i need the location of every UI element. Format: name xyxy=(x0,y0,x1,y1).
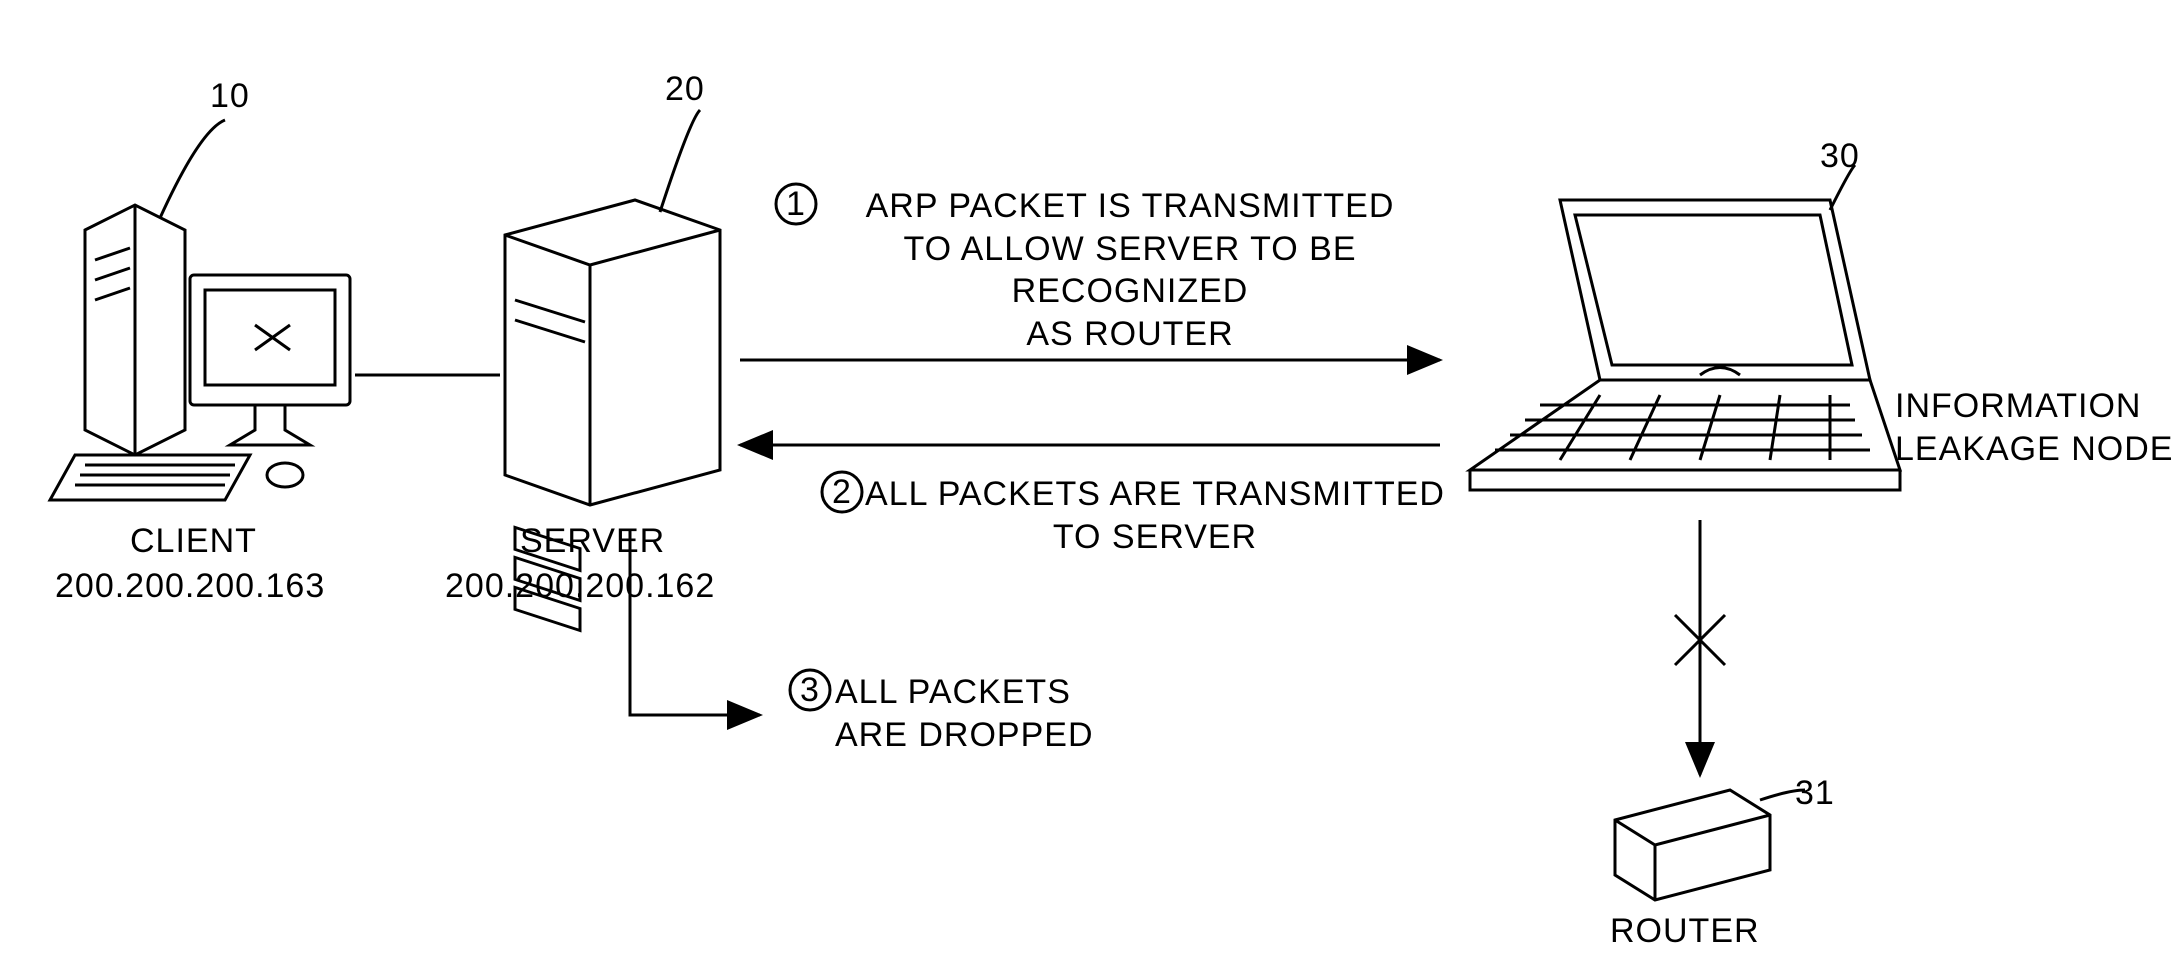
server-id-label: 20 xyxy=(665,68,705,111)
step3-text: ALL PACKETS ARE DROPPED xyxy=(835,671,1094,756)
router-device xyxy=(1615,790,1770,900)
step3-marker: 3 xyxy=(800,669,820,712)
leak-name: INFORMATION LEAKAGE NODE xyxy=(1895,385,2173,470)
step2-marker: 2 xyxy=(832,471,852,514)
client-ip: 200.200.200.163 xyxy=(55,565,325,608)
client-device xyxy=(50,205,350,500)
step1-text: ARP PACKET IS TRANSMITTED TO ALLOW SERVE… xyxy=(820,185,1440,355)
client-id-label: 10 xyxy=(210,75,250,118)
step1-marker: 1 xyxy=(786,183,806,226)
server-ip: 200.200.200.162 xyxy=(445,565,715,608)
router-name: ROUTER xyxy=(1610,910,1760,953)
client-id-leader xyxy=(160,120,225,218)
router-id-label: 31 xyxy=(1795,772,1835,815)
server-name: SERVER xyxy=(520,520,665,563)
server-id-leader xyxy=(660,110,700,212)
arrow-leak-to-router xyxy=(1675,520,1725,775)
client-name: CLIENT xyxy=(130,520,257,563)
step2-text: ALL PACKETS ARE TRANSMITTED TO SERVER xyxy=(865,473,1445,558)
leak-id-label: 30 xyxy=(1820,135,1860,178)
leak-laptop xyxy=(1470,200,1900,490)
